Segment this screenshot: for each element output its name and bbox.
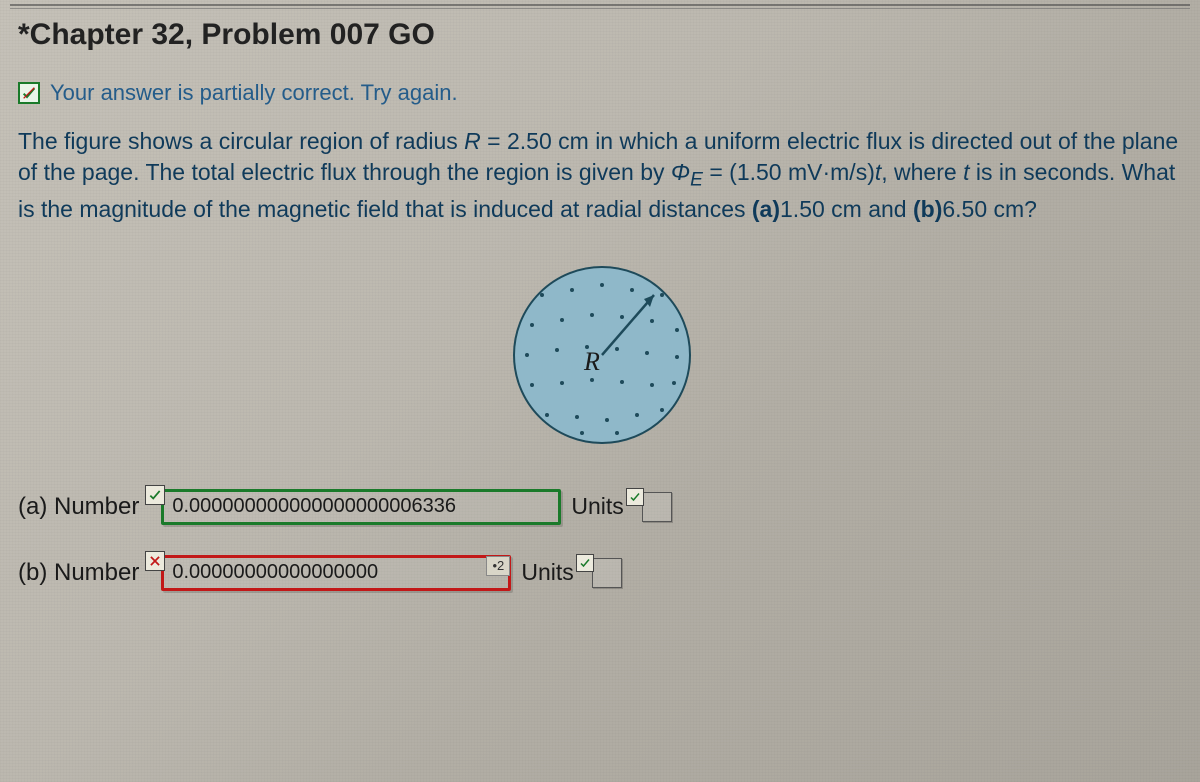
page-title: *Chapter 32, Problem 007 GO [18,18,1186,52]
cross-icon [145,551,165,571]
feedback-text: Your answer is partially correct. Try ag… [50,80,458,106]
sigfig-badge: •2 [486,556,510,576]
answer-row-b: (b) Number 0.00000000000000000 •2 Units [18,551,1186,595]
partial-correct-icon [18,82,40,104]
check-icon [145,485,165,505]
answer-row-a: (a) Number 0.000000000000000000006336 Un… [18,485,1186,529]
radius-label: R [583,347,600,376]
top-rule [10,4,1190,9]
units-a-select[interactable] [642,492,672,522]
answer-a-value: 0.000000000000000000006336 [172,495,456,518]
problem-statement: The figure shows a circular region of ra… [18,126,1183,225]
units-b-select[interactable] [592,558,622,588]
units-a-wrap: Units [571,492,671,522]
check-icon [576,554,594,572]
circular-region-figure: R [502,255,702,455]
units-b-label: Units [521,559,573,586]
content-area: *Chapter 32, Problem 007 GO Your answer … [18,18,1186,617]
answer-b-input[interactable]: 0.00000000000000000 •2 [161,555,511,591]
figure-container: R [18,255,1186,455]
units-b-wrap: Units [521,558,621,588]
check-icon [626,488,644,506]
answer-b-label: (b) Number [18,559,139,587]
answer-a-input[interactable]: 0.000000000000000000006336 [161,489,561,525]
answer-a-label: (a) Number [18,493,139,521]
answer-b-value: 0.00000000000000000 [172,561,378,584]
feedback-row: Your answer is partially correct. Try ag… [18,80,1186,106]
units-a-label: Units [571,493,623,520]
answers-block: (a) Number 0.000000000000000000006336 Un… [18,485,1186,595]
